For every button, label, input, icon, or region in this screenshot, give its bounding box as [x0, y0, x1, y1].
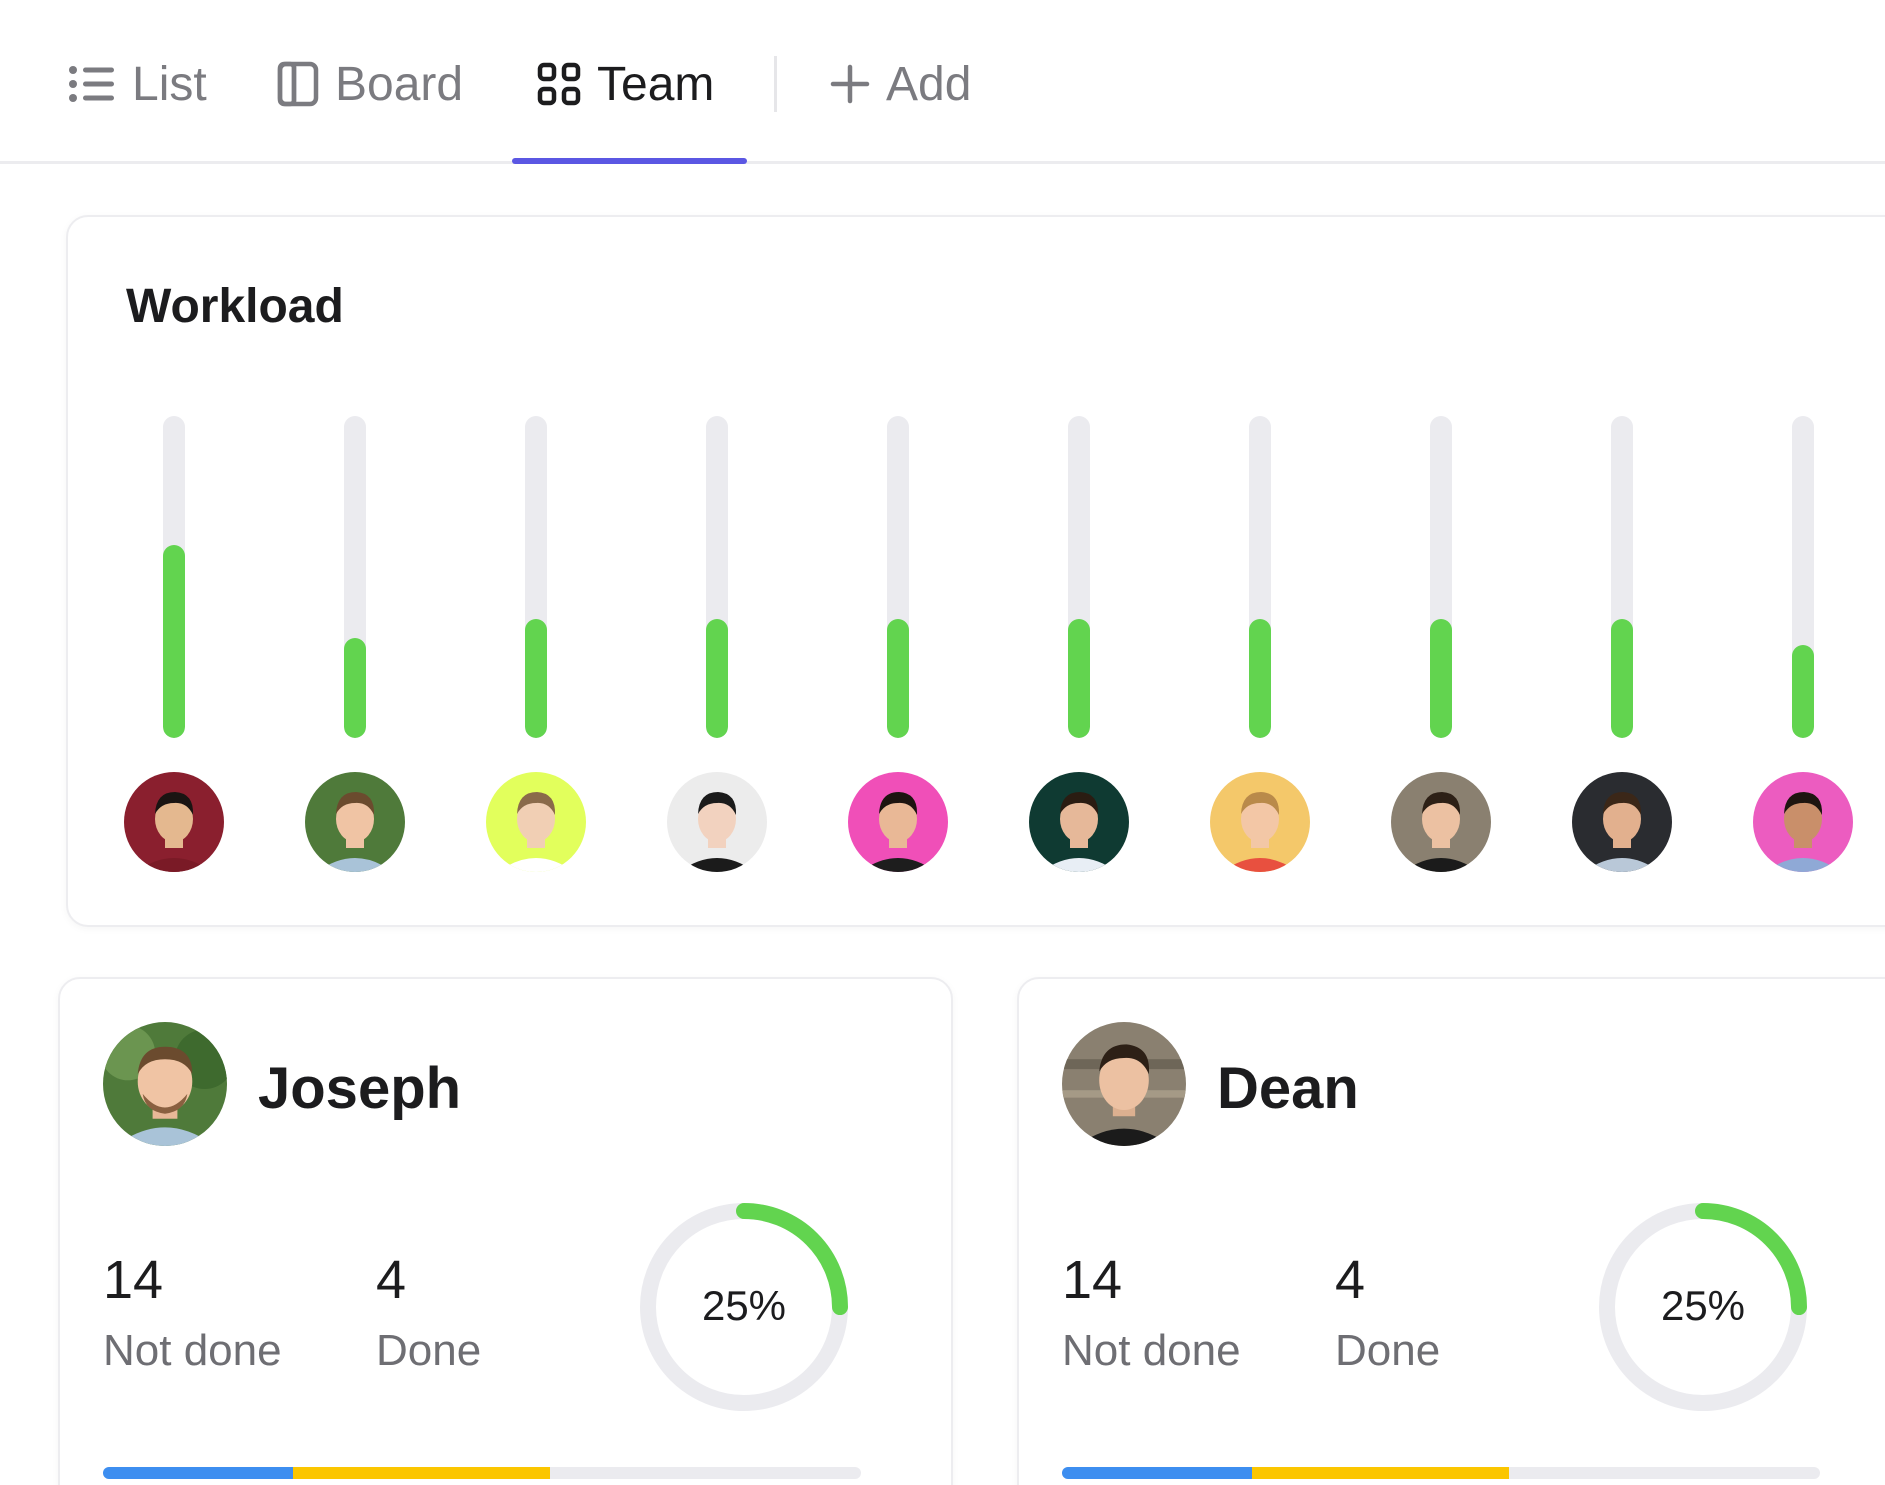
- workload-member[interactable]: [1209, 217, 1310, 929]
- completion-percent: 25%: [1660, 1282, 1746, 1329]
- list-icon: [69, 66, 114, 102]
- done-label: Done: [1335, 1326, 1441, 1375]
- not-done-label: Not done: [1062, 1326, 1241, 1375]
- view-tab-bar: List Board Team: [0, 0, 1885, 164]
- avatar[interactable]: [1210, 772, 1310, 872]
- progress-segment-blue: [1062, 1467, 1252, 1479]
- member-name: Joseph: [258, 1056, 462, 1121]
- workload-bar-track: [1068, 416, 1090, 738]
- plus-icon: [830, 64, 870, 104]
- not-done-label: Not done: [103, 1326, 282, 1375]
- avatar-photo: [1391, 772, 1491, 872]
- workload-member[interactable]: [1752, 217, 1853, 929]
- workload-bar-track: [1792, 416, 1814, 738]
- workload-card: Workload: [66, 215, 1885, 927]
- workload-bar-fill: [525, 619, 547, 738]
- done-label: Done: [376, 1326, 482, 1375]
- workload-member[interactable]: [304, 217, 405, 929]
- tab-list-label: List: [132, 57, 207, 111]
- avatar-photo: [667, 772, 767, 872]
- workload-bar-fill: [887, 619, 909, 738]
- tab-team[interactable]: Team: [537, 44, 714, 124]
- avatar-photo: [848, 772, 948, 872]
- workload-member[interactable]: [1571, 217, 1672, 929]
- avatar-photo: [1572, 772, 1672, 872]
- avatar-photo: [305, 772, 405, 872]
- avatar[interactable]: [1572, 772, 1672, 872]
- workload-bar-track: [163, 416, 185, 738]
- avatar-photo: [1753, 772, 1853, 872]
- completion-donut: [1599, 1203, 1807, 1411]
- avatar-photo: [1210, 772, 1310, 872]
- workload-bar-track: [1430, 416, 1452, 738]
- workload-member[interactable]: [1390, 217, 1491, 929]
- avatar-photo: [1029, 772, 1129, 872]
- avatar[interactable]: [1029, 772, 1129, 872]
- workload-member[interactable]: [123, 217, 224, 929]
- workload-bar-track: [1611, 416, 1633, 738]
- member-name: Dean: [1217, 1056, 1359, 1121]
- avatar-photo: [124, 772, 224, 872]
- not-done-count: 14: [1062, 1250, 1123, 1310]
- task-progress-bar: [1062, 1467, 1820, 1479]
- avatar-photo: [486, 772, 586, 872]
- workload-bar-track: [525, 416, 547, 738]
- tab-list[interactable]: List: [68, 44, 207, 124]
- tab-board[interactable]: Board: [277, 44, 463, 124]
- grid-icon: [537, 62, 581, 106]
- active-tab-indicator: [512, 158, 747, 164]
- workload-member[interactable]: [666, 217, 767, 929]
- workload-member[interactable]: [1028, 217, 1129, 929]
- member-card[interactable]: Dean 14 Not done 4 Done 25%: [1017, 977, 1885, 1485]
- progress-segment-blue: [103, 1467, 293, 1479]
- avatar[interactable]: [1753, 772, 1853, 872]
- workload-bar-fill: [1611, 619, 1633, 738]
- workload-member[interactable]: [485, 217, 586, 929]
- workload-bar-track: [344, 416, 366, 738]
- workload-bar-fill: [1249, 619, 1271, 738]
- workload-bar-fill: [1068, 619, 1090, 738]
- progress-segment-yellow: [1251, 1467, 1510, 1479]
- avatar[interactable]: [848, 772, 948, 872]
- workload-bar-fill: [1430, 619, 1452, 738]
- add-view-label: Add: [886, 57, 972, 111]
- avatar[interactable]: [124, 772, 224, 872]
- tab-board-label: Board: [335, 57, 464, 111]
- completion-donut: [640, 1203, 848, 1411]
- workload-bar-fill: [706, 619, 728, 738]
- workload-title: Workload: [126, 280, 344, 333]
- avatar[interactable]: [486, 772, 586, 872]
- tab-team-label: Team: [597, 57, 715, 111]
- done-count: 4: [1335, 1250, 1366, 1310]
- avatar: [1062, 1022, 1186, 1146]
- workload-member[interactable]: [847, 217, 948, 929]
- workload-bar-fill: [344, 638, 366, 738]
- add-view-button[interactable]: Add: [830, 44, 971, 124]
- avatar[interactable]: [1391, 772, 1491, 872]
- task-progress-bar: [103, 1467, 861, 1479]
- workload-bar-fill: [163, 545, 185, 738]
- avatar: [103, 1022, 227, 1146]
- avatar-photo: [1062, 1022, 1186, 1146]
- avatar[interactable]: [667, 772, 767, 872]
- member-card[interactable]: Joseph 14 Not done 4 Done 25%: [58, 977, 953, 1485]
- workload-bar-fill: [1792, 645, 1814, 738]
- avatar-photo: [103, 1022, 227, 1146]
- workload-bar-track: [706, 416, 728, 738]
- tab-divider: [774, 56, 777, 112]
- avatar[interactable]: [305, 772, 405, 872]
- workload-bar-track: [1249, 416, 1271, 738]
- completion-percent: 25%: [701, 1282, 787, 1329]
- workload-bar-track: [887, 416, 909, 738]
- board-icon: [277, 61, 319, 107]
- done-count: 4: [376, 1250, 407, 1310]
- progress-segment-yellow: [292, 1467, 551, 1479]
- not-done-count: 14: [103, 1250, 164, 1310]
